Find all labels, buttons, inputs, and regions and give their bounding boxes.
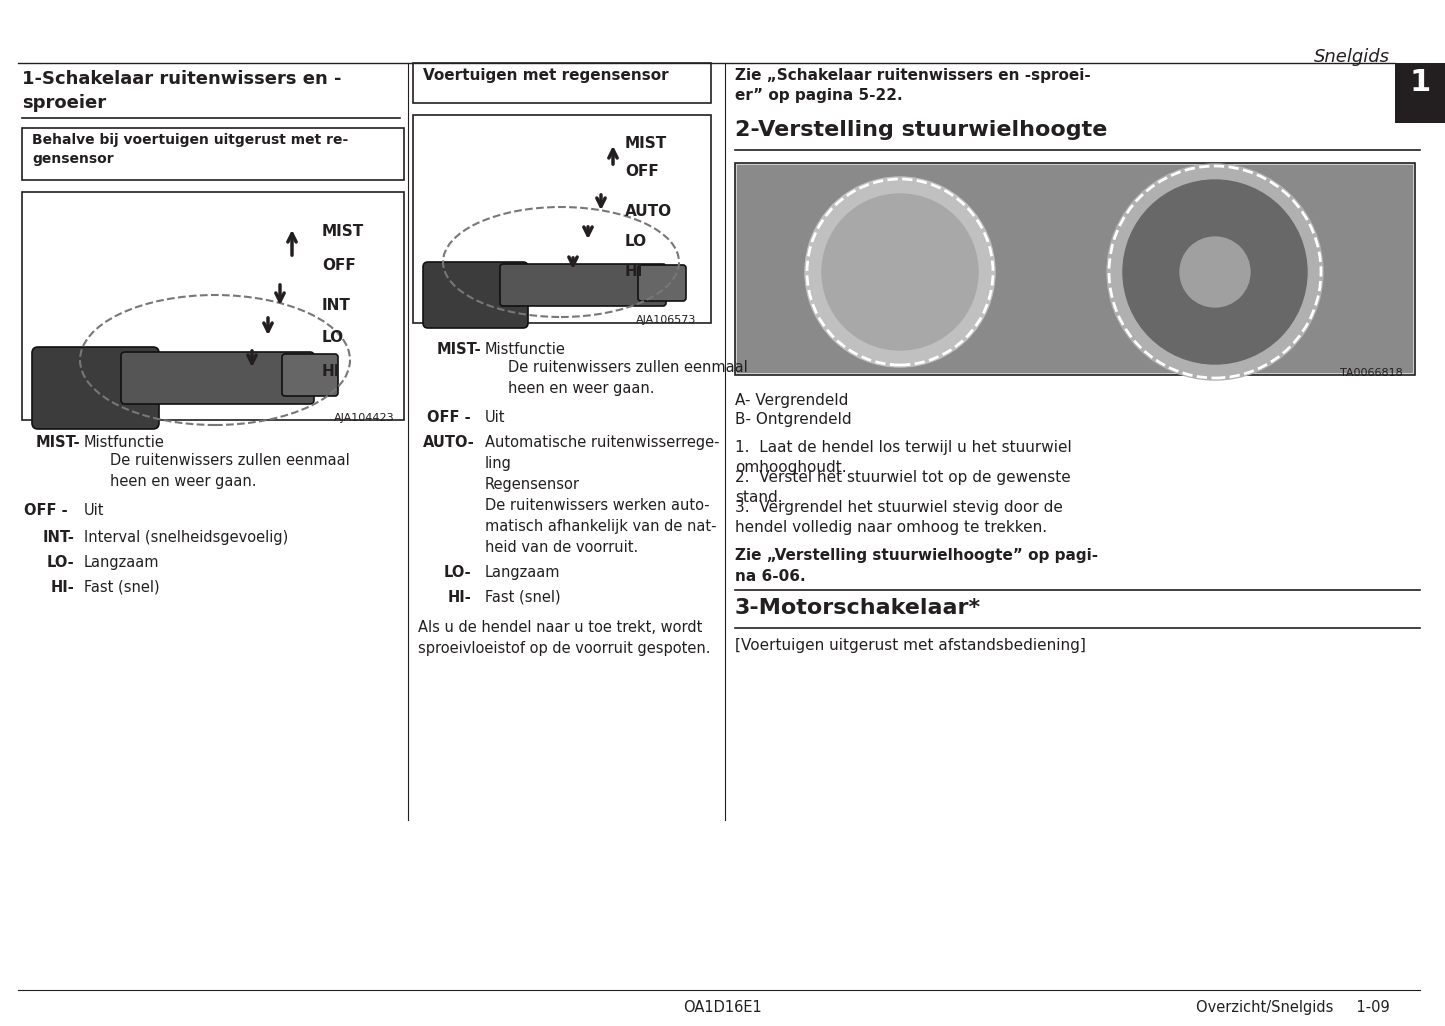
- Text: [Voertuigen uitgerust met afstandsbediening]: [Voertuigen uitgerust met afstandsbedien…: [736, 638, 1085, 653]
- Text: HI: HI: [626, 265, 643, 279]
- Text: 1-Schakelaar ruitenwissers en -
sproeier: 1-Schakelaar ruitenwissers en - sproeier: [22, 70, 341, 112]
- Bar: [413, 115, 711, 323]
- Text: A: A: [941, 215, 952, 230]
- Text: De ruitenwissers zullen eenmaal
heen en weer gaan.: De ruitenwissers zullen eenmaal heen en …: [509, 360, 747, 396]
- Bar: [413, 63, 711, 103]
- Text: Voertuigen met regensensor: Voertuigen met regensensor: [423, 68, 669, 83]
- Text: INT-: INT-: [42, 530, 74, 545]
- Text: Fast (snel): Fast (snel): [486, 590, 561, 605]
- Text: MIST: MIST: [626, 135, 668, 151]
- Text: Interval (snelheidsgevoelig): Interval (snelheidsgevoelig): [84, 530, 288, 545]
- Text: Behalve bij voertuigen uitgerust met re-
gensensor: Behalve bij voertuigen uitgerust met re-…: [32, 133, 348, 166]
- Circle shape: [822, 194, 978, 350]
- Text: INT: INT: [322, 298, 351, 313]
- Text: Als u de hendel naar u toe trekt, wordt
sproeivloeistof op de voorruit gespoten.: Als u de hendel naar u toe trekt, wordt …: [418, 620, 711, 656]
- Text: AUTO: AUTO: [626, 204, 672, 220]
- FancyBboxPatch shape: [32, 347, 159, 429]
- Text: Uit: Uit: [486, 410, 506, 425]
- Text: LO-: LO-: [444, 565, 471, 580]
- Bar: [22, 128, 405, 180]
- Circle shape: [805, 177, 996, 367]
- FancyBboxPatch shape: [121, 352, 314, 404]
- Text: De ruitenwissers zullen eenmaal
heen en weer gaan.: De ruitenwissers zullen eenmaal heen en …: [110, 453, 350, 489]
- Circle shape: [1181, 237, 1250, 307]
- Text: LO: LO: [626, 235, 647, 249]
- Text: AJA106573: AJA106573: [636, 315, 696, 325]
- Text: 2-Verstelling stuurwielhoogte: 2-Verstelling stuurwielhoogte: [736, 120, 1107, 140]
- Text: HI-: HI-: [51, 580, 74, 595]
- Text: Mistfunctie: Mistfunctie: [486, 342, 566, 357]
- FancyBboxPatch shape: [500, 264, 666, 306]
- Text: Uit: Uit: [84, 503, 104, 518]
- Text: MIST-: MIST-: [436, 342, 481, 357]
- Text: Fast (snel): Fast (snel): [84, 580, 159, 595]
- Text: OA1D16E1: OA1D16E1: [682, 1000, 762, 1015]
- Circle shape: [1107, 164, 1324, 380]
- Text: Zie „Schakelaar ruitenwissers en -sproei-
er” op pagina 5-22.: Zie „Schakelaar ruitenwissers en -sproei…: [736, 68, 1091, 103]
- Text: MIST: MIST: [322, 225, 364, 239]
- Text: 1.  Laat de hendel los terwijl u het stuurwiel
omhooghoudt.: 1. Laat de hendel los terwijl u het stuu…: [736, 440, 1072, 475]
- Text: Overzicht/Snelgids     1-09: Overzicht/Snelgids 1-09: [1196, 1000, 1390, 1015]
- Text: 3.  Vergrendel het stuurwiel stevig door de
hendel volledig naar omhoog te trekk: 3. Vergrendel het stuurwiel stevig door …: [736, 500, 1064, 535]
- Circle shape: [1123, 180, 1306, 364]
- Text: Snelgids: Snelgids: [1314, 48, 1390, 66]
- Text: OFF: OFF: [626, 164, 659, 180]
- Text: 1: 1: [1409, 68, 1431, 97]
- Text: AUTO-: AUTO-: [423, 435, 475, 450]
- Text: HI-: HI-: [448, 590, 471, 605]
- FancyBboxPatch shape: [282, 354, 338, 396]
- Text: Automatische ruitenwisserrege-
ling
Regensensor
De ruitenwissers werken auto-
ma: Automatische ruitenwisserrege- ling Rege…: [486, 435, 720, 555]
- Bar: [22, 192, 405, 420]
- FancyBboxPatch shape: [423, 262, 527, 328]
- FancyBboxPatch shape: [639, 265, 686, 301]
- Text: MIST-: MIST-: [35, 435, 79, 450]
- Text: LO: LO: [322, 330, 344, 346]
- Text: TA0066818: TA0066818: [1341, 368, 1403, 378]
- Text: OFF: OFF: [322, 258, 355, 273]
- Text: OFF -: OFF -: [25, 503, 68, 518]
- Bar: [736, 163, 1415, 374]
- Bar: [1394, 63, 1445, 123]
- Text: Langzaam: Langzaam: [486, 565, 561, 580]
- Text: Langzaam: Langzaam: [84, 555, 159, 570]
- Text: HI: HI: [322, 364, 341, 380]
- Text: B- Ontgrendeld: B- Ontgrendeld: [736, 412, 851, 427]
- Text: 2.  Verstel het stuurwiel tot op de gewenste
stand.: 2. Verstel het stuurwiel tot op de gewen…: [736, 470, 1071, 505]
- Text: LO-: LO-: [46, 555, 74, 570]
- Bar: [737, 165, 1413, 373]
- Text: Zie „Verstelling stuurwielhoogte” op pagi-
na 6-06.: Zie „Verstelling stuurwielhoogte” op pag…: [736, 548, 1098, 584]
- Text: AJA104423: AJA104423: [334, 413, 394, 423]
- Text: 3-Motorschakelaar*: 3-Motorschakelaar*: [736, 598, 981, 618]
- Text: B: B: [955, 278, 967, 293]
- Text: A- Vergrendeld: A- Vergrendeld: [736, 393, 848, 408]
- Text: Mistfunctie: Mistfunctie: [84, 435, 165, 450]
- Text: OFF -: OFF -: [428, 410, 471, 425]
